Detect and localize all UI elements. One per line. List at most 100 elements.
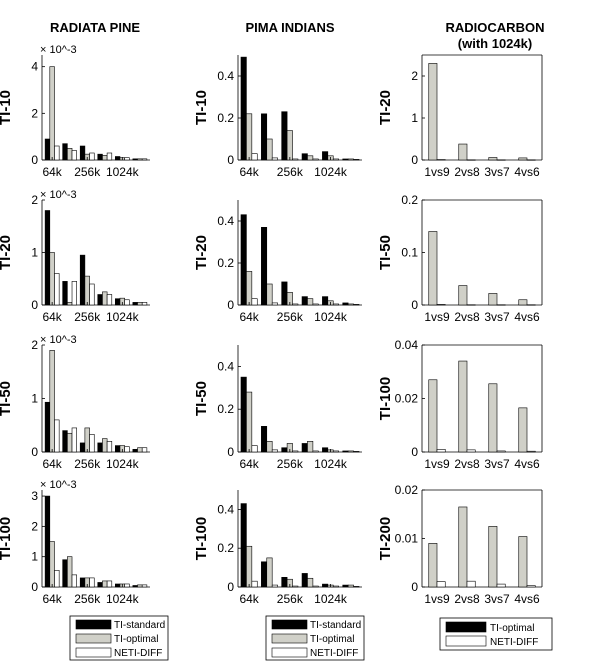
x-tick-label: 1vs9 — [424, 165, 450, 179]
bar-ti-standard-64k — [240, 56, 247, 161]
y-tick-label: 0 — [411, 298, 418, 312]
x-tick-label: 64k — [42, 457, 62, 471]
bar-ti-standard-1024k — [322, 296, 329, 306]
x-tick-label: 256k — [277, 592, 304, 606]
x-tick-label: 64k — [239, 165, 259, 179]
bar-ti-standard-256k — [281, 281, 288, 306]
bar-neti-diff-4vs6 — [526, 450, 536, 453]
col-title-radiocarbon: RADIOCARBON — [446, 20, 545, 35]
bar-ti-standard-2048k — [342, 584, 349, 588]
x-tick-label: 3vs7 — [484, 592, 510, 606]
y-tick-label: 0 — [227, 580, 234, 594]
x-tick-label: 1024k — [314, 310, 348, 324]
x-tick-label: 3vs7 — [484, 457, 510, 471]
bar-ti-standard-1024k — [322, 447, 329, 453]
bar-ti-optimal-4vs6 — [518, 407, 528, 453]
bar-ti-optimal-2vs8 — [458, 143, 468, 161]
bar-ti-optimal-2048k — [137, 447, 143, 453]
bar-neti-diff-3vs7 — [496, 159, 506, 161]
bar-neti-diff-512k — [106, 294, 113, 306]
x-tick-label: 3vs7 — [484, 165, 510, 179]
bar-neti-diff-1024k — [332, 585, 339, 588]
y-axis-label: TI-100 — [0, 517, 14, 560]
y-tick-label: 0 — [411, 445, 418, 459]
y-axis-label: TI-100 — [377, 377, 394, 420]
bar-neti-diff-64k — [54, 273, 60, 306]
bar-ti-standard-256k — [281, 576, 288, 588]
legend-left: TI-standard TI-optimal NETI-DIFF — [69, 615, 169, 661]
bar-ti-optimal-3vs7 — [488, 526, 498, 588]
bar-ti-standard-512k — [301, 573, 308, 588]
bar-neti-diff-128k — [271, 302, 278, 306]
x-tick-label: 2vs8 — [454, 310, 480, 324]
bar-neti-diff-512k — [106, 440, 113, 453]
legend-label-neti-diff: NETI-DIFF — [490, 637, 538, 648]
panel-radiata-ti50: 0 1 2 × 10^-3 TI-50 64k 256k 1024k — [0, 334, 150, 471]
bar-ti-standard-128k — [62, 559, 68, 588]
x-tick-label: 256k — [277, 310, 304, 324]
y-tick-label: 0 — [411, 580, 418, 594]
bar-ti-optimal-3vs7 — [488, 293, 498, 306]
bar-ti-optimal-128k — [266, 138, 273, 161]
bar-ti-standard-512k — [301, 443, 308, 453]
bar-ti-optimal-4vs6 — [518, 536, 528, 588]
bar-ti-optimal-512k — [102, 438, 108, 453]
x-tick-label: 256k — [74, 457, 101, 471]
bar-ti-optimal-1vs9 — [428, 543, 438, 588]
col-title-radiata: RADIATA PINE — [50, 20, 140, 35]
bar-neti-diff-64k — [251, 580, 258, 588]
legend-label-ti-optimal: TI-optimal — [114, 634, 158, 645]
x-tick-label: 2vs8 — [454, 592, 480, 606]
bar-ti-standard-256k — [79, 442, 86, 453]
bar-neti-diff-1024k — [332, 303, 339, 306]
bar-ti-standard-2048k — [342, 158, 349, 161]
bar-ti-standard-1024k — [114, 298, 121, 306]
bar-ti-standard-2048k — [132, 158, 138, 161]
bar-ti-standard-1024k — [114, 583, 121, 588]
y-tick-label: 0 — [227, 298, 234, 312]
bar-ti-optimal-64k — [246, 271, 253, 306]
legend-swatch-ti-optimal — [445, 621, 487, 633]
x-tick-label: 1024k — [314, 457, 348, 471]
bar-neti-diff-128k — [71, 281, 78, 306]
y-tick-label: 1 — [31, 246, 38, 260]
bar-ti-standard-2048k — [132, 585, 138, 588]
bar-neti-diff-64k — [251, 298, 258, 306]
panel-radiata-ti10: 0 2 4× 10^-3 TI-10 64k 256k 1024k — [0, 44, 150, 179]
bar-ti-standard-512k — [97, 294, 103, 306]
x-tick-label: 256k — [74, 310, 101, 324]
bar-neti-diff-256k — [292, 303, 299, 306]
bar-ti-standard-512k — [301, 296, 308, 306]
bar-ti-standard-2048k — [342, 302, 349, 306]
x-tick-label: 3vs7 — [484, 310, 510, 324]
y-tick-label: 1 — [31, 550, 38, 564]
x-tick-label: 1024k — [106, 457, 140, 471]
y-axis-label: TI-50 — [377, 235, 394, 270]
bar-ti-optimal-64k — [246, 113, 253, 161]
bar-neti-diff-2048k — [353, 159, 360, 161]
y-tick-label: 1 — [31, 392, 38, 406]
y-axis-label: TI-50 — [193, 381, 210, 416]
bar-ti-optimal-2048k — [347, 158, 354, 161]
bar-ti-standard-128k — [261, 227, 268, 306]
bar-neti-diff-1024k — [124, 583, 130, 588]
x-tick-label: 256k — [74, 165, 101, 179]
panel-radiocarbon-ti50: 0 0.1 0.2 TI-50 1vs9 2vs8 3vs7 4vs6 — [377, 193, 543, 324]
bar-neti-diff-256k — [89, 283, 95, 306]
legend-label-neti-diff: NETI-DIFF — [310, 648, 358, 659]
bar-ti-standard-64k — [44, 138, 51, 161]
y-tick-label: 4 — [31, 60, 38, 74]
bar-ti-standard-128k — [62, 430, 68, 453]
bar-ti-standard-256k — [281, 111, 288, 161]
panel-radiata-ti20: 0 1 2 × 10^-3 TI-20 64k 256k 1024k — [0, 189, 150, 324]
bar-ti-standard-512k — [97, 582, 103, 588]
bar-ti-standard-64k — [240, 376, 247, 453]
bar-ti-optimal-64k — [49, 350, 55, 453]
bar-neti-diff-128k — [271, 584, 278, 588]
bar-neti-diff-2048k — [353, 586, 360, 588]
bar-ti-optimal-2vs8 — [458, 506, 468, 588]
bar-neti-diff-2048k — [353, 451, 360, 453]
bar-neti-diff-2048k — [353, 304, 360, 306]
bar-ti-standard-256k — [79, 254, 86, 306]
